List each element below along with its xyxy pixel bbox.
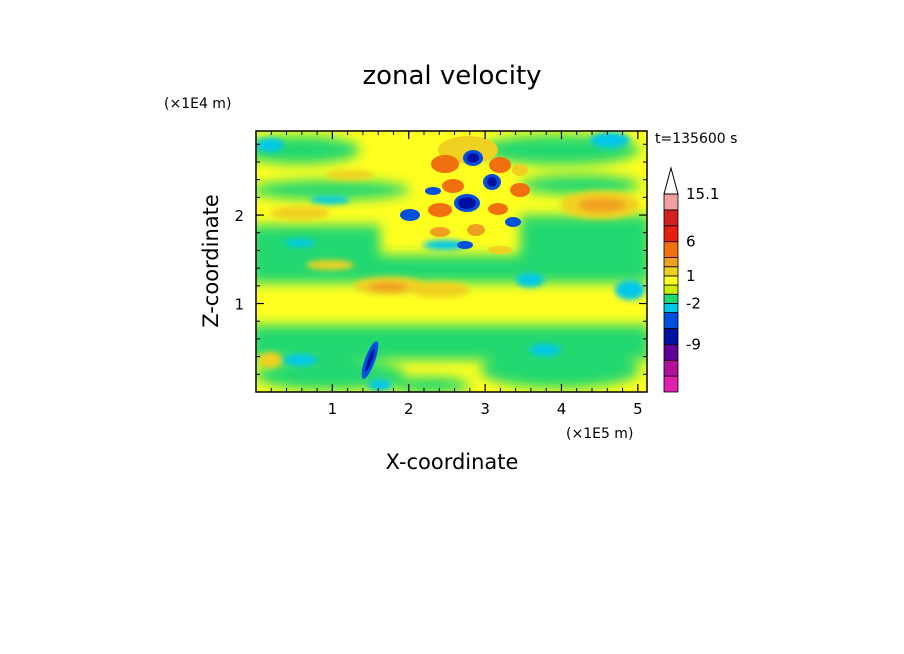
x-tick-label: 5 [633, 400, 643, 418]
colorbar-segment [663, 225, 679, 243]
x-tick-label: 3 [480, 400, 490, 418]
colorbar-segment [663, 275, 679, 286]
y-tick-label: 2 [234, 207, 244, 225]
colorbar-label: 1 [686, 267, 696, 285]
colorbar-label: -9 [686, 335, 701, 353]
wave-packet [361, 136, 530, 379]
colorbar-segment [663, 284, 679, 295]
y-tick-label: 1 [234, 296, 244, 314]
plot-frame [255, 130, 648, 393]
x-tick-label: 1 [328, 400, 338, 418]
colorbar-segment [663, 302, 679, 313]
contour-field [256, 131, 647, 392]
chart-title: zonal velocity [362, 61, 541, 91]
colorbar-label: 15.1 [686, 185, 719, 203]
colorbar-label: -2 [686, 294, 701, 312]
x-axis: 1 2 3 4 5 [270, 131, 643, 418]
x-axis-label: X-coordinate [386, 450, 519, 474]
colorbar-segment [663, 209, 679, 227]
colorbar-segment [663, 359, 679, 377]
y-scale-label: (×1E4 m) [164, 96, 231, 112]
x-tick-label: 2 [404, 400, 414, 418]
colorbar-segment [663, 257, 679, 268]
colorbar-segment [663, 312, 679, 329]
colorbar-segment [663, 193, 679, 211]
x-tick-label: 4 [557, 400, 567, 418]
x-scale-label: (×1E5 m) [566, 426, 633, 442]
time-label: t=135600 s [655, 131, 737, 147]
colorbar-segment [663, 293, 679, 304]
colorbar-segment [663, 343, 679, 361]
colorbar-segment [663, 241, 679, 258]
colorbar: 15.1 6 1 -2 -9 [663, 166, 719, 393]
colorbar-segment [663, 328, 679, 345]
colorbar-segment [663, 375, 679, 393]
y-axis: 12 [234, 143, 647, 375]
colorbar-label: 6 [686, 233, 696, 251]
colorbar-max-arrow [663, 166, 679, 195]
colorbar-segment [663, 266, 679, 277]
y-axis-label: Z-coordinate [199, 194, 223, 328]
